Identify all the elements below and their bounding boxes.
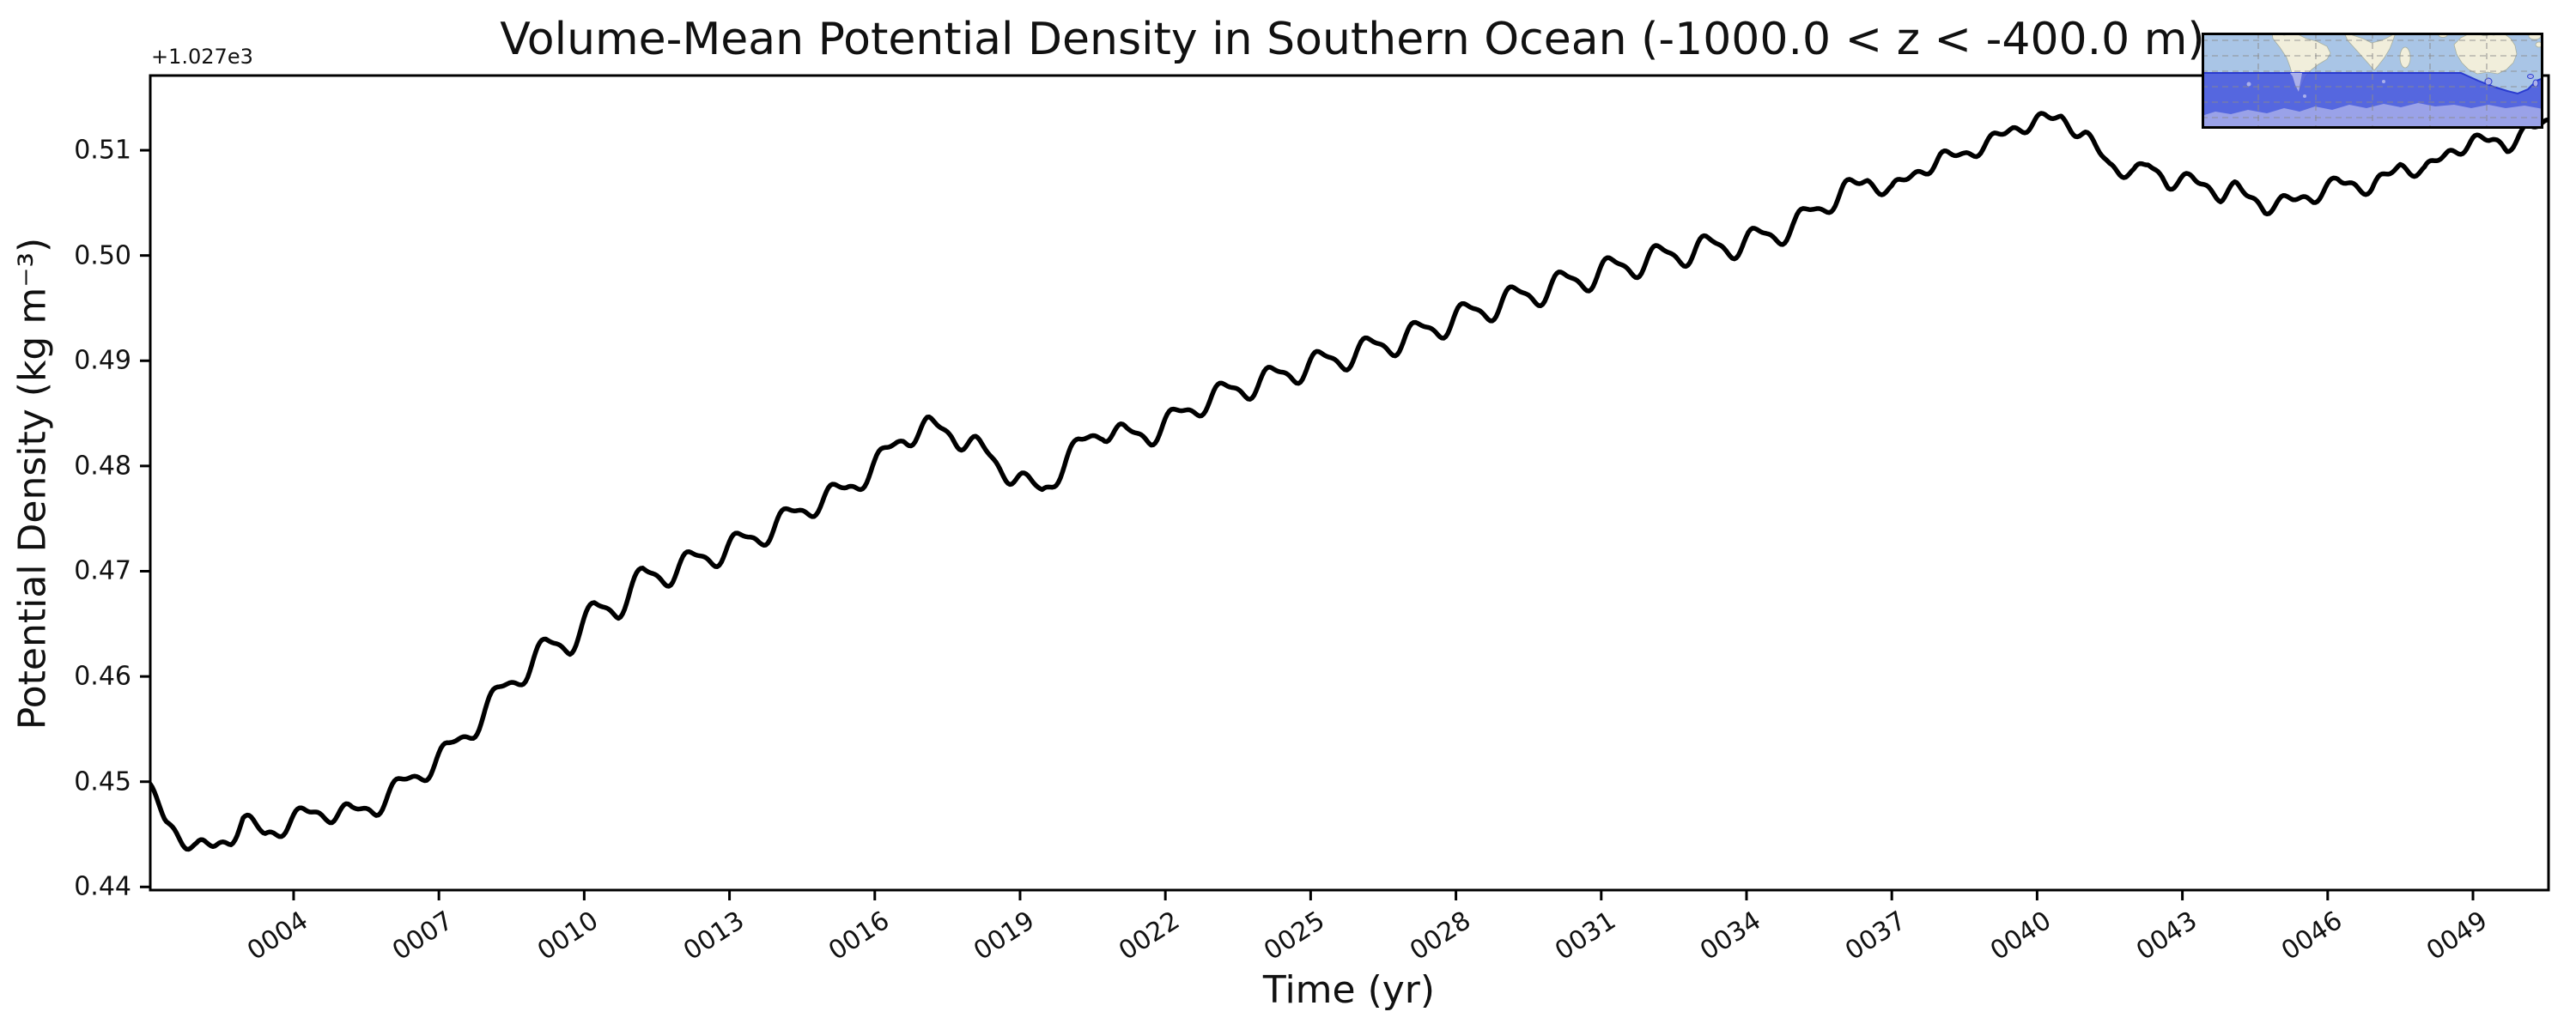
map-tasmania — [2484, 77, 2493, 86]
density-timeseries-line — [150, 111, 2549, 852]
axes-spines — [149, 74, 2550, 892]
x-axis-label: Time (yr) — [1262, 968, 1436, 1012]
axis-tick-marks — [140, 148, 2475, 900]
map-island-kerguelen — [2382, 80, 2385, 83]
map-graticule — [2202, 33, 2543, 129]
map-island-falklands — [2246, 82, 2251, 87]
map-border — [2202, 33, 2543, 129]
y-axis-label: Potential Density (kg m⁻³) — [10, 237, 55, 730]
chart-title: Volume-Mean Potential Density in Souther… — [500, 14, 2205, 65]
southern-ocean-region-map — [2202, 31, 2544, 129]
map-land-africa — [2343, 32, 2397, 71]
map-land-madagascar — [2399, 46, 2411, 69]
map-island-south-georgia — [2303, 94, 2306, 98]
map-new-zealand-north — [2527, 74, 2534, 79]
y-axis-offset-label: +1.027e3 — [151, 45, 253, 69]
inset-map — [2202, 31, 2544, 132]
map-new-zealand-south — [2532, 79, 2539, 88]
